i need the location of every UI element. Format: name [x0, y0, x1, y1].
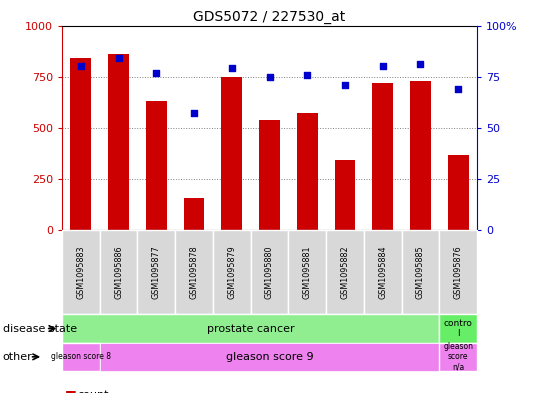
Bar: [71, 58, 91, 230]
Text: GSM1095879: GSM1095879: [227, 245, 236, 299]
Point: [265, 73, 274, 80]
Point: [416, 61, 425, 68]
Point: [190, 110, 198, 117]
Point: [378, 63, 387, 70]
Bar: [297, 114, 317, 230]
Point: [77, 63, 85, 70]
Text: GSM1095886: GSM1095886: [114, 245, 123, 299]
Text: gleason score 9: gleason score 9: [226, 352, 313, 362]
Bar: [146, 101, 167, 230]
Text: contro
l: contro l: [444, 319, 473, 338]
Point: [303, 72, 312, 78]
Text: disease state: disease state: [3, 323, 77, 334]
Text: GDS5072 / 227530_at: GDS5072 / 227530_at: [194, 10, 345, 24]
Bar: [335, 160, 355, 230]
Point: [454, 86, 462, 92]
Point: [152, 70, 161, 76]
Text: gleason
score
n/a: gleason score n/a: [443, 342, 473, 372]
Text: other: other: [3, 352, 32, 362]
Bar: [222, 77, 242, 230]
Text: gleason score 8: gleason score 8: [51, 353, 111, 361]
Point: [341, 82, 349, 88]
Text: GSM1095883: GSM1095883: [77, 245, 85, 299]
Bar: [372, 83, 393, 230]
Bar: [108, 54, 129, 230]
Text: GSM1095877: GSM1095877: [152, 245, 161, 299]
Text: prostate cancer: prostate cancer: [207, 323, 294, 334]
Text: GSM1095876: GSM1095876: [454, 245, 462, 299]
Point: [114, 55, 123, 61]
Text: ■: ■: [65, 388, 77, 393]
Text: GSM1095881: GSM1095881: [303, 245, 312, 299]
Bar: [410, 81, 431, 230]
Text: GSM1095878: GSM1095878: [190, 245, 198, 299]
Bar: [259, 119, 280, 230]
Bar: [184, 198, 204, 230]
Text: GSM1095885: GSM1095885: [416, 245, 425, 299]
Text: GSM1095882: GSM1095882: [341, 245, 349, 299]
Text: GSM1095884: GSM1095884: [378, 245, 387, 299]
Bar: [448, 155, 468, 230]
Text: count: count: [77, 389, 108, 393]
Point: [227, 65, 236, 72]
Text: GSM1095880: GSM1095880: [265, 245, 274, 299]
